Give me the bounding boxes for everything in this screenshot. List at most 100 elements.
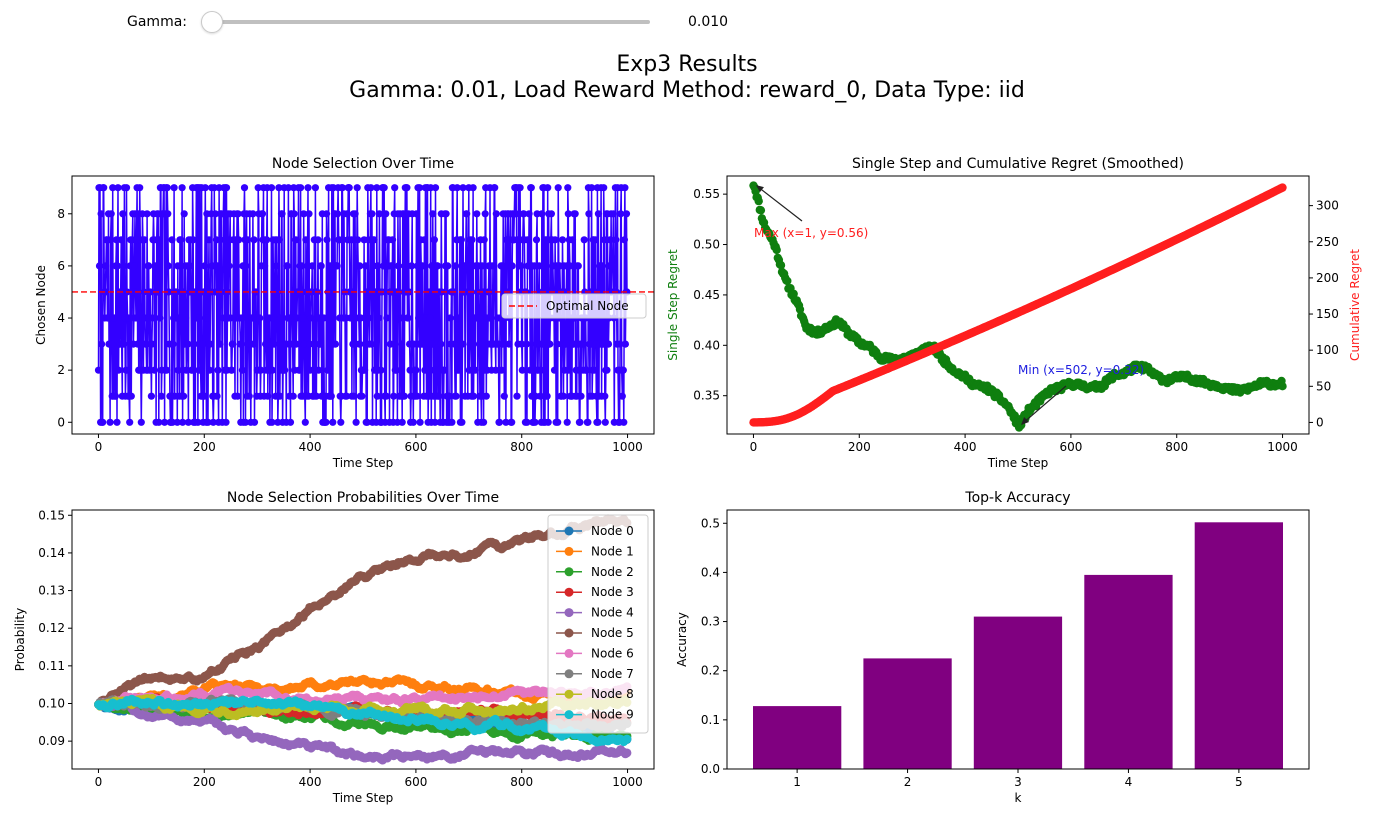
node-selection-point-59 — [126, 418, 134, 426]
node-selection-point-200 — [200, 392, 208, 400]
node-selection-point-188 — [194, 418, 202, 426]
node-selection-point-770 — [502, 418, 510, 426]
node-selection-point-71 — [132, 314, 140, 322]
node-selection-point-328 — [268, 418, 276, 426]
node-selection-legend: Optimal Node — [501, 293, 647, 319]
node-selection-ytick-label-3: 6 — [57, 259, 65, 273]
node-selection-point-986 — [616, 340, 624, 348]
node-selection-point-764 — [499, 340, 507, 348]
regret-single-step-point-10 — [754, 196, 763, 206]
node-selection-point-540 — [380, 184, 388, 192]
node-selection-point-521 — [370, 236, 378, 244]
node-selection-point-336 — [272, 262, 280, 270]
node-selection-point-184 — [192, 288, 200, 296]
node-selection-point-48 — [120, 340, 128, 348]
node-selection-legend-box — [501, 293, 647, 319]
node-selection-point-141 — [169, 340, 177, 348]
node-selection-xtick-label-3: 600 — [404, 440, 427, 454]
node-selection-point-601 — [412, 210, 420, 218]
node-selection-point-927 — [585, 210, 593, 218]
gamma-slider-handle[interactable] — [201, 11, 223, 33]
node-selection-point-797 — [516, 184, 524, 192]
node-selection-ytick-label-1: 2 — [57, 363, 65, 377]
node-selection-point-293 — [249, 340, 258, 348]
node-selection-point-226 — [214, 366, 222, 374]
node-selection-xtick-label-0: 0 — [95, 440, 103, 454]
node-selection-point-887 — [564, 184, 572, 192]
node-selection-point-130 — [163, 184, 171, 192]
node-selection-point-169 — [184, 340, 192, 348]
node-selection-point-387 — [299, 314, 307, 322]
node-selection-point-282 — [244, 236, 252, 244]
regret-ytick-right-label-4: 200 — [1316, 271, 1339, 285]
node-selection-point-607 — [416, 184, 424, 192]
node-selection-point-578 — [400, 392, 408, 400]
node-selection-point-554 — [388, 262, 396, 270]
node-selection-point-516 — [367, 340, 376, 348]
node-selection-point-392 — [302, 236, 310, 244]
node-selection-point-972 — [609, 262, 617, 270]
node-selection-point-616 — [420, 236, 428, 244]
node-selection-point-868 — [554, 418, 562, 426]
node-selection-point-412 — [312, 392, 320, 400]
node-selection-point-910 — [576, 418, 584, 426]
node-selection-point-400 — [306, 366, 314, 374]
node-selection-point-347 — [278, 210, 286, 218]
node-selection-xtick-label-1: 200 — [193, 440, 216, 454]
node-selection-point-636 — [431, 418, 439, 426]
regret-ytick-label-2: 0.45 — [693, 288, 720, 302]
node-selection-point-209 — [205, 236, 213, 244]
node-selection-point-508 — [363, 418, 371, 426]
node-selection-point-302 — [254, 184, 262, 192]
node-selection-point-310 — [258, 210, 267, 218]
node-selection-point-265 — [235, 236, 243, 244]
node-selection-point-663 — [445, 392, 453, 400]
node-selection-point-595 — [409, 418, 417, 426]
node-selection-point-545 — [383, 314, 391, 322]
node-selection-point-494 — [356, 262, 364, 270]
node-selection-point-363 — [286, 418, 295, 426]
node-selection-point-318 — [263, 236, 271, 244]
node-selection-point-382 — [297, 184, 305, 192]
node-selection-point-107 — [151, 262, 159, 270]
node-selection-point-585 — [404, 314, 412, 322]
node-selection-point-996 — [621, 340, 630, 348]
node-selection-point-490 — [354, 236, 362, 244]
regret-cumulative-point-1000 — [1278, 183, 1287, 192]
node-selection-point-32 — [111, 392, 119, 400]
node-selection-point-419 — [316, 340, 324, 348]
node-selection-point-43 — [117, 236, 125, 244]
node-selection-point-13 — [101, 288, 109, 296]
node-selection-point-23 — [107, 236, 115, 244]
regret-ytick-right-label-2: 100 — [1316, 343, 1339, 357]
node-selection-point-720 — [475, 340, 483, 348]
node-selection-point-641 — [434, 262, 442, 270]
node-selection-point-470 — [343, 210, 351, 218]
node-selection-point-143 — [170, 184, 178, 192]
node-selection-point-421 — [317, 262, 325, 270]
node-selection-point-579 — [401, 262, 409, 270]
node-selection-point-954 — [599, 340, 607, 348]
gamma-slider-track[interactable] — [212, 20, 650, 24]
regret-xtick-label-0: 0 — [750, 440, 758, 454]
node-selection-point-221 — [211, 210, 219, 218]
node-selection-point-139 — [168, 236, 176, 244]
node-selection-xlabel: Time Step — [332, 456, 394, 470]
gamma-slider-row: Gamma: 0.010 — [0, 0, 1374, 46]
node-selection-point-809 — [522, 340, 531, 348]
node-selection-point-57 — [125, 314, 133, 322]
node-selection-point-37 — [114, 184, 122, 192]
node-selection-point-10 — [100, 184, 108, 192]
node-selection-point-733 — [482, 392, 490, 400]
probabilities-title: Node Selection Probabilities Over Time — [227, 490, 499, 506]
node-selection-point-917 — [580, 340, 588, 348]
node-selection-point-526 — [373, 184, 381, 192]
node-selection-point-483 — [350, 392, 358, 400]
node-selection-point-853 — [546, 340, 554, 348]
node-selection-point-448 — [331, 340, 340, 348]
node-selection-point-207 — [204, 418, 212, 426]
node-selection-point-22 — [106, 418, 114, 426]
regret-xtick-label-1: 200 — [848, 440, 871, 454]
node-selection-frame — [71, 175, 655, 435]
